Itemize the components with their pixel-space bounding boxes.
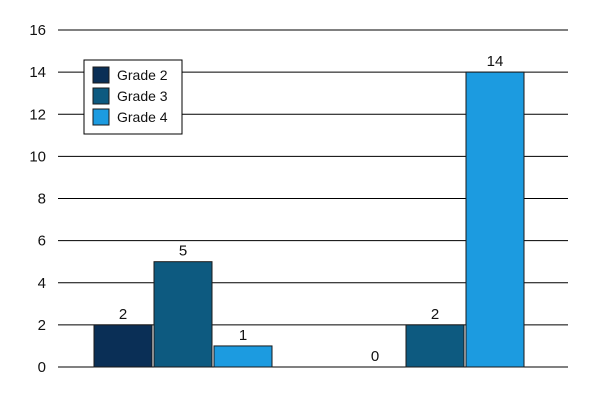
y-tick-label: 2 <box>38 317 46 334</box>
data-labels: 2 0 5 2 1 14 <box>119 53 504 365</box>
legend-swatch <box>92 66 110 84</box>
bars <box>93 71 525 368</box>
y-tick-label: 0 <box>38 359 46 376</box>
legend-swatch <box>92 87 110 105</box>
data-label: 2 <box>119 306 127 323</box>
legend-label: Grade 3 <box>117 88 168 104</box>
y-tick-label: 16 <box>29 22 46 39</box>
data-label: 1 <box>239 327 247 344</box>
bar-grade-4-group-2 <box>465 71 525 368</box>
data-label: 2 <box>431 306 439 323</box>
y-tick-label: 10 <box>29 148 46 165</box>
bar-grade-2-group-1 <box>93 324 153 368</box>
legend-swatch <box>92 108 110 126</box>
bar-grade-3-group-1 <box>153 261 213 368</box>
y-tick-label: 4 <box>38 275 46 292</box>
data-label: 14 <box>487 53 504 70</box>
bar-grade-4-group-1 <box>213 345 273 368</box>
bar-grade-3-group-2 <box>405 324 465 368</box>
y-tick-label: 12 <box>29 106 46 123</box>
legend: Grade 2 Grade 3 Grade 4 <box>83 59 183 135</box>
y-axis-ticks: 0 2 4 6 8 10 12 14 16 <box>29 22 46 376</box>
legend-label: Grade 4 <box>117 109 168 125</box>
y-tick-label: 8 <box>38 191 46 208</box>
y-tick-label: 14 <box>29 64 46 81</box>
legend-label: Grade 2 <box>117 67 168 83</box>
data-label: 0 <box>371 348 379 365</box>
data-label: 5 <box>179 243 187 260</box>
y-tick-label: 6 <box>38 233 46 250</box>
